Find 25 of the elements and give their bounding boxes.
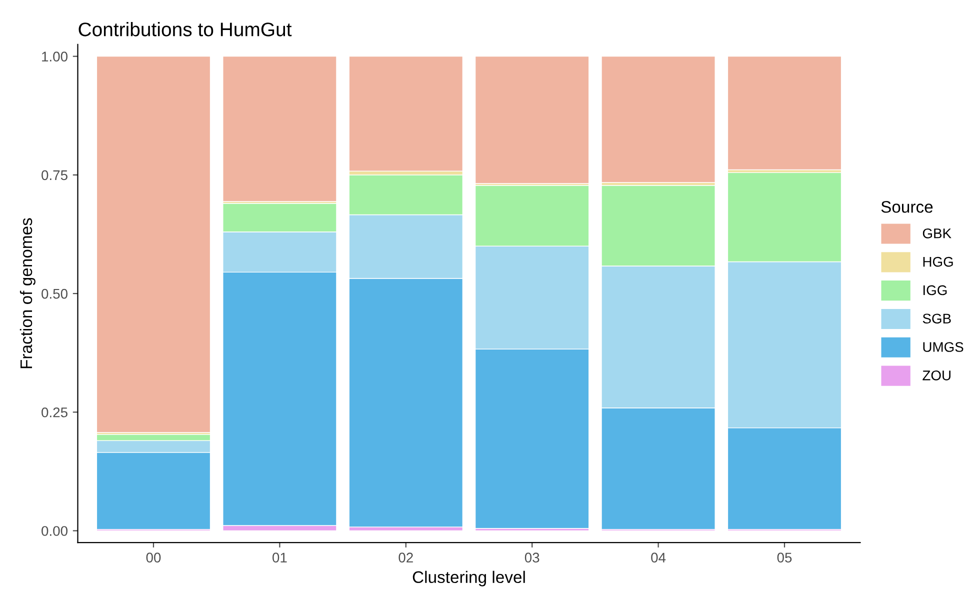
x-tick-label: 04	[651, 552, 666, 563]
legend-label: HGG	[923, 256, 953, 267]
y-axis-title: Fraction of genomes	[20, 218, 36, 368]
bar	[96, 56, 211, 433]
bar	[348, 56, 464, 172]
x-tick-label: 01	[272, 552, 287, 563]
y-tick-label: 0.25	[42, 407, 68, 418]
y-tick-label: 0.75	[42, 170, 68, 180]
x-tick-label: 02	[398, 552, 413, 563]
legend-label: SGB	[922, 314, 951, 324]
bar	[601, 56, 716, 183]
legend-label: IGG	[923, 285, 947, 296]
x-tick-label: 05	[777, 552, 792, 563]
legend-label: UMGS	[923, 342, 964, 352]
chart-title: Contributions to HumGut	[78, 22, 292, 36]
legend-label: ZOU	[922, 370, 950, 380]
y-tick-label: 1.00	[42, 52, 68, 62]
y-tick-label: 0.00	[42, 526, 68, 536]
x-tick-label: 00	[146, 552, 161, 563]
bar	[727, 56, 842, 170]
legend-title: Source	[881, 201, 933, 213]
x-tick-label: 03	[524, 552, 540, 563]
legend-label: GBK	[922, 228, 952, 238]
y-tick-label: 0.50	[42, 288, 68, 299]
x-axis-title: Clustering level	[412, 570, 525, 586]
